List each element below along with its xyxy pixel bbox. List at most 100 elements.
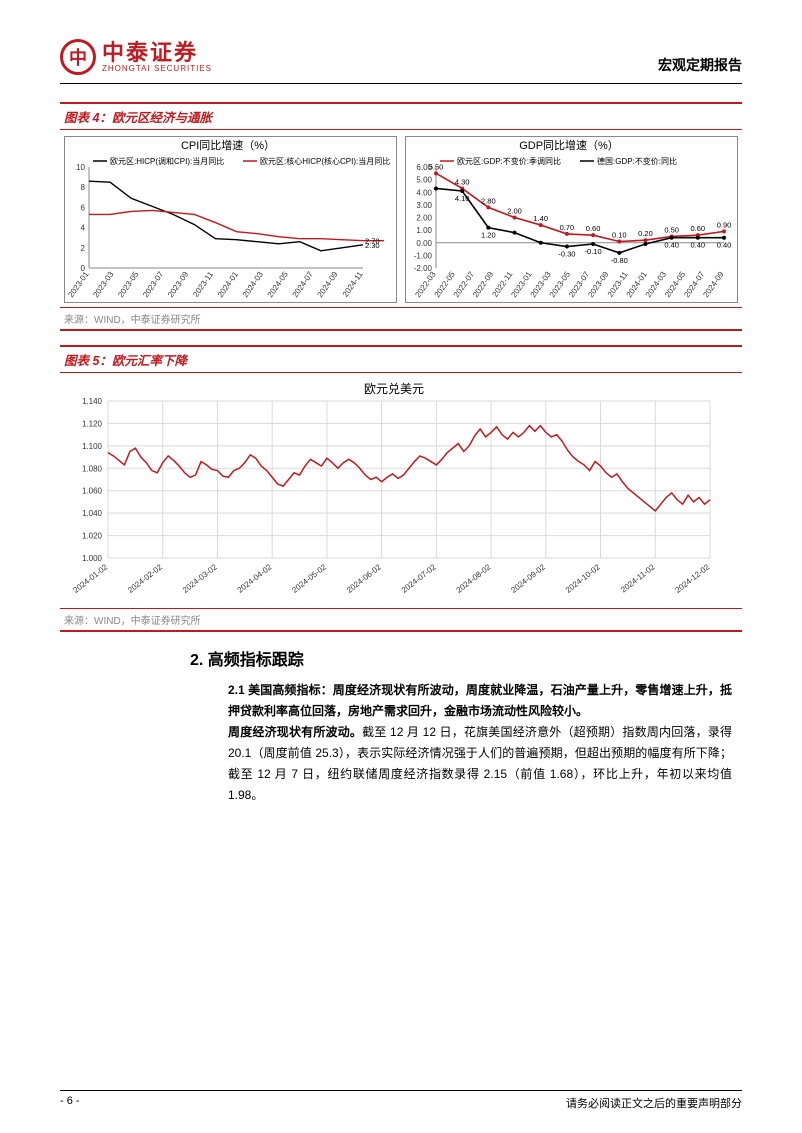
svg-text:2024-08-02: 2024-08-02 [455,562,493,595]
svg-text:2: 2 [81,244,86,253]
para-lead: 2.1 美国高频指标：周度经济现状有所波动，周度就业降温，石油产量上升，零售增速… [228,683,732,718]
svg-text:2023-11: 2023-11 [191,270,215,299]
svg-text:2023-09: 2023-09 [166,270,191,300]
svg-text:0.40: 0.40 [717,241,732,250]
svg-text:欧元区:核心HICP(核心CPI):当月同比: 欧元区:核心HICP(核心CPI):当月同比 [260,156,390,166]
svg-text:0.10: 0.10 [612,230,627,239]
chart5-block: 图表 5：欧元汇率下降 欧元兑美元 1.000 1.020 1.040 1.060 1.0… [60,345,742,632]
chart4-source: 来源：WIND，中泰证券研究所 [60,307,742,331]
svg-text:0.00: 0.00 [416,239,432,248]
chart5-title-text: 欧元汇率下降 [112,354,187,368]
section2-heading: 2. 高频指标跟踪 [190,646,742,670]
svg-text:2023-07: 2023-07 [141,270,166,300]
svg-text:1.00: 1.00 [416,226,432,235]
brand-logo: 中 中泰证券 ZHONGTAI SECURITIES [60,39,212,75]
svg-text:4.00: 4.00 [416,188,432,197]
footer-rule [60,1090,742,1091]
svg-text:1.000: 1.000 [82,554,103,563]
header-rule [60,83,742,84]
chart4-left-svg: CPI同比增速（%） 欧元区:HICP(调和CPI):当月同比 欧元区:核心HICP… [65,137,391,302]
svg-text:1.040: 1.040 [82,509,103,518]
svg-text:5.00: 5.00 [416,176,432,185]
svg-text:2024-05-02: 2024-05-02 [290,562,328,595]
svg-text:2024-07: 2024-07 [291,270,316,300]
svg-text:CPI同比增速（%）: CPI同比增速（%） [181,138,275,152]
page-footer: - 6 - 请务必阅读正文之后的重要声明部分 [60,1090,742,1111]
chart5-title-idx: 图表 5： [64,354,112,368]
svg-text:1.140: 1.140 [82,397,103,406]
svg-text:2024-12-02: 2024-12-02 [673,562,711,595]
svg-text:2024-01-02: 2024-01-02 [71,562,109,595]
svg-text:1.120: 1.120 [82,419,103,428]
svg-text:2024-10-02: 2024-10-02 [564,562,602,595]
chart5-panel: 欧元兑美元1.0001.0201.0401.0601.0801.1001.120… [64,379,738,604]
svg-text:1.40: 1.40 [533,214,548,223]
svg-text:2.00: 2.00 [507,207,522,216]
svg-text:4.30: 4.30 [455,177,470,186]
svg-text:0.50: 0.50 [664,225,679,234]
logo-text-en: ZHONGTAI SECURITIES [102,64,212,73]
chart4-title: 图表 4：欧元区经济与通胀 [60,102,742,130]
section2-body: 2.1 美国高频指标：周度经济现状有所波动，周度就业降温，石油产量上升，零售增速… [228,680,732,806]
chart5-svg: 欧元兑美元1.0001.0201.0401.0601.0801.1001.120… [64,379,724,604]
svg-text:0.90: 0.90 [717,220,732,229]
chart5-title: 图表 5：欧元汇率下降 [60,345,742,373]
svg-text:1.020: 1.020 [82,532,103,541]
svg-text:2.30: 2.30 [365,241,380,250]
report-type: 宏观定期报告 [658,55,742,75]
svg-text:0.40: 0.40 [664,241,679,250]
logo-icon: 中 [60,39,96,75]
svg-text:2.00: 2.00 [416,214,432,223]
svg-text:2024-05: 2024-05 [266,270,291,300]
svg-text:1.060: 1.060 [82,487,103,496]
svg-text:2023-05: 2023-05 [116,270,141,300]
page-number: - 6 - [60,1095,80,1111]
svg-text:-1.00: -1.00 [414,251,433,260]
svg-text:2024-09: 2024-09 [316,270,341,300]
chart4-right-panel: GDP同比增速（%） 欧元区:GDP:不变价:季调同比 德国:GDP:不变价:同比 -… [405,136,738,303]
svg-text:2024-09-02: 2024-09-02 [509,562,547,595]
svg-text:-0.30: -0.30 [558,250,575,259]
chart4-left-panel: CPI同比增速（%） 欧元区:HICP(调和CPI):当月同比 欧元区:核心HICP… [64,136,397,303]
svg-text:10: 10 [76,163,85,172]
svg-text:欧元区:HICP(调和CPI):当月同比: 欧元区:HICP(调和CPI):当月同比 [110,156,224,166]
svg-text:2.80: 2.80 [481,196,496,205]
svg-text:-0.10: -0.10 [585,247,602,256]
svg-text:2024-03-02: 2024-03-02 [181,562,219,595]
svg-text:2024-07-02: 2024-07-02 [400,562,438,595]
chart4-right-svg: GDP同比增速（%） 欧元区:GDP:不变价:季调同比 德国:GDP:不变价:同比 -… [406,137,732,302]
svg-text:5.50: 5.50 [429,162,444,171]
svg-text:2024-06-02: 2024-06-02 [345,562,383,595]
svg-text:欧元兑美元: 欧元兑美元 [364,382,424,396]
chart5-source: 来源：WIND，中泰证券研究所 [60,608,742,632]
svg-text:2024-11-02: 2024-11-02 [619,562,657,594]
svg-text:0.40: 0.40 [691,241,706,250]
chart4-title-idx: 图表 4： [64,111,112,125]
svg-text:0.70: 0.70 [560,223,575,232]
svg-text:0.60: 0.60 [691,224,706,233]
page-header: 中 中泰证券 ZHONGTAI SECURITIES 宏观定期报告 [60,30,742,75]
svg-text:2024-11: 2024-11 [341,270,365,299]
svg-text:2024-02-02: 2024-02-02 [126,562,164,595]
svg-text:4: 4 [81,224,86,233]
para-bold2: 周度经济现状有所波动。 [228,725,362,739]
svg-text:8: 8 [81,183,86,192]
logo-text-cn: 中泰证券 [102,42,212,64]
chart4-title-text: 欧元区经济与通胀 [112,111,212,125]
svg-text:2024-09: 2024-09 [701,270,726,300]
svg-text:3.00: 3.00 [416,201,432,210]
svg-text:德国:GDP:不变价:同比: 德国:GDP:不变价:同比 [597,156,677,166]
svg-text:2024-01: 2024-01 [216,270,241,300]
svg-text:2023-01: 2023-01 [66,270,91,300]
svg-text:欧元区:GDP:不变价:季调同比: 欧元区:GDP:不变价:季调同比 [457,156,561,166]
svg-text:2023-03: 2023-03 [91,270,116,300]
footer-disclaimer: 请务必阅读正文之后的重要声明部分 [566,1095,742,1111]
svg-text:0.60: 0.60 [586,224,601,233]
svg-text:-0.80: -0.80 [611,256,628,265]
svg-text:GDP同比增速（%）: GDP同比增速（%） [519,138,619,152]
svg-text:4.10: 4.10 [455,194,470,203]
svg-text:1.080: 1.080 [82,464,103,473]
chart4-block: 图表 4：欧元区经济与通胀 CPI同比增速（%） 欧元区:HICP(调和CPI):… [60,102,742,331]
svg-text:2024-03: 2024-03 [241,270,266,300]
svg-text:6: 6 [81,203,86,212]
